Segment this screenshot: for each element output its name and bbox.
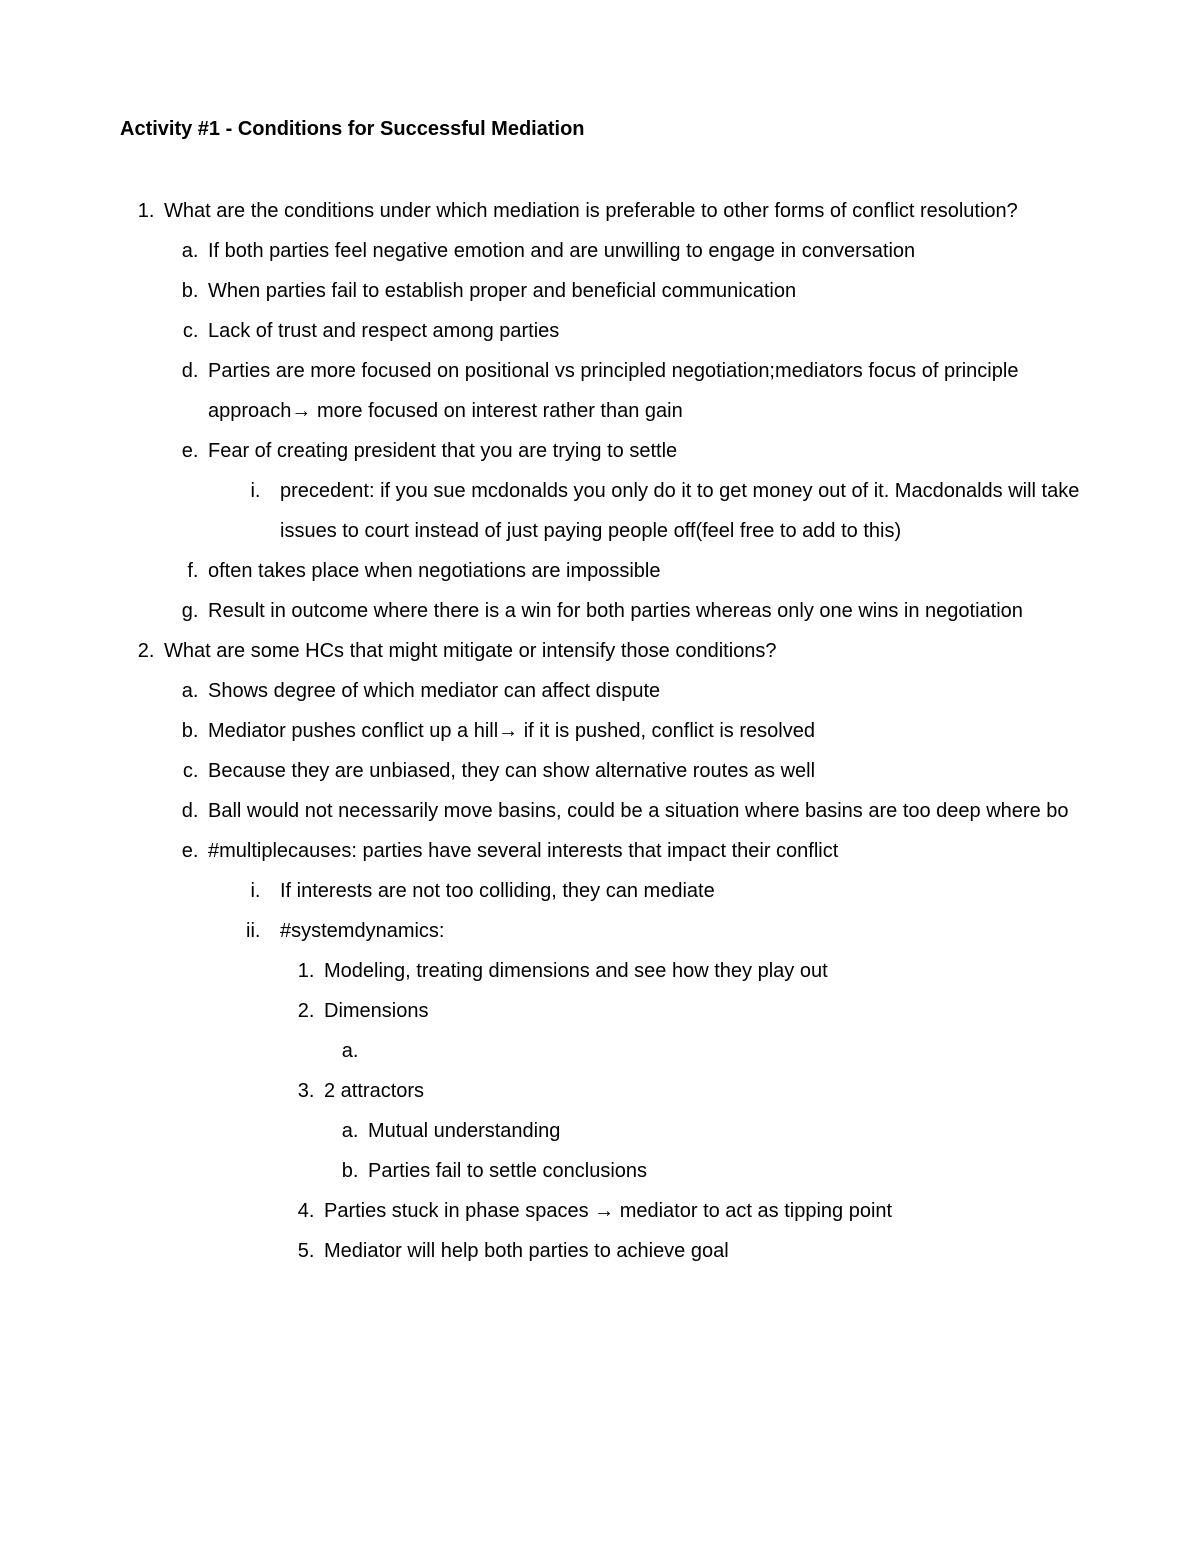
main-list: What are the conditions under which medi… (120, 191, 1080, 1271)
q2-b: Mediator pushes conflict up a hill→ if i… (204, 711, 1080, 751)
q1-d: Parties are more focused on positional v… (204, 351, 1080, 431)
q2-e-ii-2: Dimensions (320, 991, 1080, 1071)
q1-e-i: precedent: if you sue mcdonalds you only… (266, 471, 1080, 551)
document-page: Activity #1 - Conditions for Successful … (0, 0, 1200, 1553)
q1-b: When parties fail to establish proper an… (204, 271, 1080, 311)
q1-a: If both parties feel negative emotion an… (204, 231, 1080, 271)
q2-e-ii-2-sublist (324, 1031, 1080, 1071)
q2-e-ii-3-sublist: Mutual understanding Parties fail to set… (324, 1111, 1080, 1191)
q2-b-text: Mediator pushes conflict up a hill→ if i… (208, 720, 815, 742)
q1-e-sublist: precedent: if you sue mcdonalds you only… (208, 471, 1080, 551)
q2-e-ii-4: Parties stuck in phase spaces → mediator… (320, 1191, 1080, 1231)
q2-e-ii-5-text: Mediator will help both parties to achie… (324, 1240, 729, 1262)
question-1: What are the conditions under which medi… (160, 191, 1080, 631)
q1-a-text: If both parties feel negative emotion an… (208, 240, 915, 262)
q1-b-text: When parties fail to establish proper an… (208, 280, 796, 302)
q2-sublist: Shows degree of which mediator can affec… (164, 671, 1080, 1271)
q2-e-ii-1: Modeling, treating dimensions and see ho… (320, 951, 1080, 991)
q1-text: What are the conditions under which medi… (164, 200, 1018, 222)
q1-c: Lack of trust and respect among parties (204, 311, 1080, 351)
q2-e-ii-3-a: Mutual understanding (364, 1111, 1080, 1151)
q2-e-ii: #systemdynamics: Modeling, treating dime… (266, 911, 1080, 1271)
q2-e-ii-1-text: Modeling, treating dimensions and see ho… (324, 960, 828, 982)
q2-e-ii-5: Mediator will help both parties to achie… (320, 1231, 1080, 1271)
q2-d-text: Ball would not necessarily move basins, … (208, 800, 1069, 822)
q2-e-ii-3-text: 2 attractors (324, 1080, 424, 1102)
page-title: Activity #1 - Conditions for Successful … (120, 115, 1080, 143)
q2-e-text: #multiplecauses: parties have several in… (208, 840, 838, 862)
q2-e-ii-2-text: Dimensions (324, 1000, 428, 1022)
q2-e-i-text: If interests are not too colliding, they… (280, 880, 715, 902)
q2-e-ii-3-a-text: Mutual understanding (368, 1120, 560, 1142)
q1-e-text: Fear of creating president that you are … (208, 440, 677, 462)
q1-f: often takes place when negotiations are … (204, 551, 1080, 591)
q1-g-text: Result in outcome where there is a win f… (208, 600, 1023, 622)
q1-c-text: Lack of trust and respect among parties (208, 320, 559, 342)
q1-d-text: Parties are more focused on positional v… (208, 360, 1018, 422)
q1-f-text: often takes place when negotiations are … (208, 560, 661, 582)
q2-e-sublist: If interests are not too colliding, they… (208, 871, 1080, 1271)
q2-text: What are some HCs that might mitigate or… (164, 640, 777, 662)
q2-e-ii-3: 2 attractors Mutual understanding Partie… (320, 1071, 1080, 1191)
q1-e: Fear of creating president that you are … (204, 431, 1080, 551)
q2-d: Ball would not necessarily move basins, … (204, 791, 1080, 831)
q2-e-ii-text: #systemdynamics: (280, 920, 445, 942)
question-2: What are some HCs that might mitigate or… (160, 631, 1080, 1271)
q2-e: #multiplecauses: parties have several in… (204, 831, 1080, 1271)
q2-a: Shows degree of which mediator can affec… (204, 671, 1080, 711)
q1-sublist: If both parties feel negative emotion an… (164, 231, 1080, 631)
q2-c: Because they are unbiased, they can show… (204, 751, 1080, 791)
q1-e-i-text: precedent: if you sue mcdonalds you only… (280, 480, 1079, 542)
q2-e-ii-sublist: Modeling, treating dimensions and see ho… (280, 951, 1080, 1271)
q2-e-i: If interests are not too colliding, they… (266, 871, 1080, 911)
q2-e-ii-4-text: Parties stuck in phase spaces → mediator… (324, 1200, 892, 1222)
q2-e-ii-2-a (364, 1031, 1080, 1071)
q2-c-text: Because they are unbiased, they can show… (208, 760, 815, 782)
q2-a-text: Shows degree of which mediator can affec… (208, 680, 660, 702)
q2-e-ii-3-b-text: Parties fail to settle conclusions (368, 1160, 647, 1182)
q1-g: Result in outcome where there is a win f… (204, 591, 1080, 631)
q2-e-ii-3-b: Parties fail to settle conclusions (364, 1151, 1080, 1191)
